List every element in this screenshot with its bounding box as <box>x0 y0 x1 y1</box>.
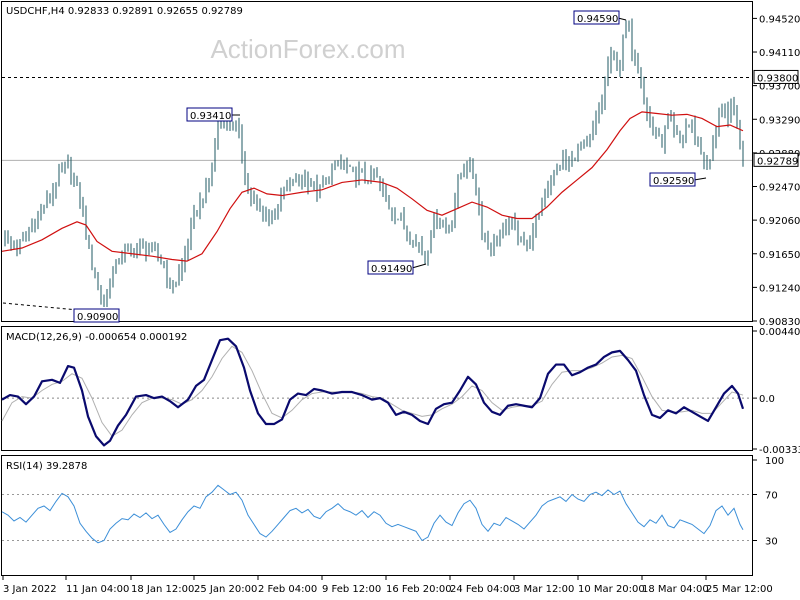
price-pane-frame <box>1 1 753 322</box>
annotation-box <box>649 172 696 187</box>
macd-tick-label: 0.004403 <box>759 327 800 338</box>
price-annotations: 0.90900 0.93410 0.91490 0.94590 0.92590 <box>2 10 707 323</box>
annotation-box <box>573 10 620 25</box>
annotation-label: 0.93410 <box>190 111 231 122</box>
resistance-price-label: 0.93800 <box>757 73 798 84</box>
macd-signal-line <box>1 345 744 437</box>
price-tick-label: 0.90830 <box>759 317 800 328</box>
macd-title: MACD(12,26,9) -0.000654 0.000192 <box>6 332 187 343</box>
time-axis: 3 Jan 2022 11 Jan 04:00 18 Jan 12:00 25 Jan… <box>2 576 773 595</box>
time-tick-label: 24 Feb 04:00 <box>450 584 516 595</box>
rsi-tick-label: 100 <box>765 456 784 467</box>
annotation-leader-line <box>411 263 427 269</box>
macd-tick-label: 0.0 <box>759 394 775 405</box>
rsi-pane-frame <box>1 455 753 576</box>
time-tick-label: 10 Mar 20:00 <box>578 584 645 595</box>
moving-average-line <box>1 111 744 262</box>
time-tick-label: 25 Mar 12:00 <box>706 584 773 595</box>
rsi-title: RSI(14) 39.2878 <box>6 461 87 472</box>
annotation-label: 0.94590 <box>577 14 618 25</box>
price-tick-label: 0.92470 <box>759 183 800 194</box>
time-tick-label: 16 Feb 20:00 <box>386 584 452 595</box>
resistance-price-box <box>753 69 799 84</box>
price-tick-label: 0.91650 <box>759 250 800 261</box>
price-tick-label: 0.93290 <box>759 115 800 126</box>
price-tick-label: 0.94520 <box>759 14 800 25</box>
price-tick-label: 0.92060 <box>759 216 800 227</box>
rsi-line <box>1 484 744 544</box>
time-tick-label: 18 Jan 12:00 <box>131 584 194 595</box>
annotation-box <box>367 260 414 275</box>
rsi-axis: 100 70 30 <box>2 456 784 548</box>
current-price-box <box>753 152 799 167</box>
annotation-label: 0.92590 <box>653 176 694 187</box>
annotation-leader-line <box>693 177 707 181</box>
time-tick-label: 25 Jan 20:00 <box>194 584 257 595</box>
rsi-tick-label: 70 <box>765 491 778 502</box>
annotation-box <box>73 308 120 323</box>
annotation-box <box>186 107 233 122</box>
annotation-label: 0.90900 <box>77 312 118 323</box>
annotation-label: 0.91490 <box>371 264 412 275</box>
time-tick-label: 3 Mar 12:00 <box>514 584 574 595</box>
resistance-line: 0.93800 0.92789 <box>2 69 799 167</box>
macd-main-line <box>1 337 745 447</box>
rsi-line <box>1 484 744 544</box>
time-tick-label: 3 Jan 2022 <box>3 584 57 595</box>
current-price-label: 0.92789 <box>757 156 798 167</box>
time-tick-label: 11 Jan 04:00 <box>66 584 129 595</box>
watermark: ActionForex.com <box>210 34 405 64</box>
macd-tick-label: -0.003338 <box>759 445 800 456</box>
time-tick-label: 9 Feb 12:00 <box>322 584 381 595</box>
time-tick-label: 18 Mar 04:00 <box>642 584 709 595</box>
time-tick-label: 2 Feb 04:00 <box>258 584 317 595</box>
price-tick-label: 0.94110 <box>759 48 800 59</box>
rsi-tick-label: 30 <box>765 537 778 548</box>
price-tick-label: 0.91240 <box>759 283 800 294</box>
price-tick-label: 0.93700 <box>759 82 800 93</box>
moving-average <box>1 111 744 262</box>
macd-lines <box>1 337 745 447</box>
macd-pane-frame <box>1 326 753 451</box>
price-chart-title: USDCHF,H4 0.92833 0.92891 0.92655 0.9278… <box>6 6 243 17</box>
